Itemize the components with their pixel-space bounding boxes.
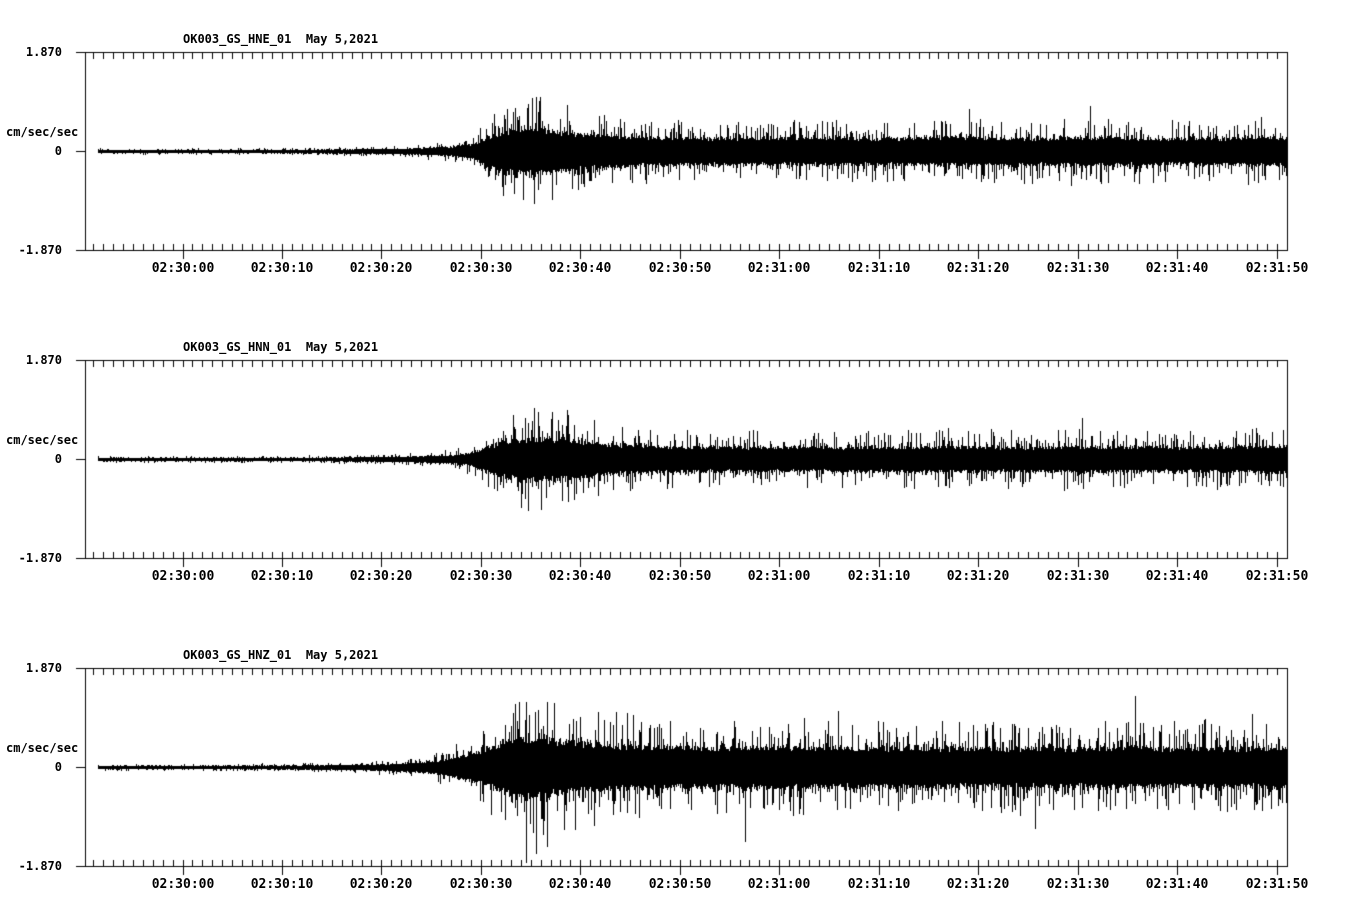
seismogram-plot-hnz <box>0 616 1358 916</box>
x-tick-label: 02:31:10 <box>847 877 911 892</box>
x-tick-label: 02:30:50 <box>648 569 712 584</box>
y-tick-label-max: 1.870 <box>25 45 62 59</box>
x-tick-label: 02:30:30 <box>449 877 513 892</box>
x-tick-label: 02:30:20 <box>349 569 413 584</box>
x-tick-label: 02:30:30 <box>449 569 513 584</box>
y-axis-unit-label: cm/sec/sec <box>6 433 79 447</box>
x-tick-label: 02:30:10 <box>250 877 314 892</box>
x-tick-label: 02:31:40 <box>1145 261 1209 276</box>
seismogram-panel-hne: OK003_GS_HNE_01 May 5,2021 1.870 0 -1.87… <box>0 0 1358 308</box>
y-tick-label-zero: 0 <box>54 144 62 158</box>
x-tick-label: 02:30:00 <box>151 261 215 276</box>
x-axis-labels: 02:30:00 02:30:10 02:30:20 02:30:30 02:30:40… <box>0 0 1358 308</box>
y-axis-unit-label: cm/sec/sec <box>6 125 79 139</box>
y-tick-label-max: 1.870 <box>25 353 62 367</box>
x-tick-label: 02:31:10 <box>847 569 911 584</box>
x-tick-label: 02:30:40 <box>548 877 612 892</box>
seismogram-panel-hnz: OK003_GS_HNZ_01 May 5,2021 1.870 0 -1.87… <box>0 616 1358 924</box>
x-tick-label: 02:31:40 <box>1145 569 1209 584</box>
x-tick-label: 02:30:40 <box>548 569 612 584</box>
x-tick-label: 02:30:10 <box>250 261 314 276</box>
y-tick-label-min: -1.870 <box>18 551 62 565</box>
x-tick-label: 02:30:10 <box>250 569 314 584</box>
x-tick-label: 02:30:00 <box>151 569 215 584</box>
x-tick-label: 02:30:30 <box>449 261 513 276</box>
seismogram-plot-hne <box>0 0 1358 300</box>
y-tick-label-min: -1.870 <box>18 243 62 257</box>
panel-title-hnn: OK003_GS_HNN_01 May 5,2021 <box>183 340 379 354</box>
x-tick-label: 02:30:40 <box>548 261 612 276</box>
x-axis-labels: 02:30:00 02:30:10 02:30:20 02:30:30 02:30:40… <box>0 308 1358 616</box>
x-tick-label: 02:31:00 <box>747 569 811 584</box>
x-tick-label: 02:31:50 <box>1245 877 1309 892</box>
x-tick-label: 02:30:50 <box>648 877 712 892</box>
x-tick-label: 02:31:20 <box>946 569 1010 584</box>
x-axis-labels: 02:30:00 02:30:10 02:30:20 02:30:30 02:30:40… <box>0 616 1358 924</box>
y-axis-unit-label: cm/sec/sec <box>6 741 79 755</box>
y-tick-label-zero: 0 <box>54 452 62 466</box>
x-tick-label: 02:31:40 <box>1145 877 1209 892</box>
x-tick-label: 02:31:20 <box>946 877 1010 892</box>
y-tick-label-max: 1.870 <box>25 661 62 675</box>
x-tick-label: 02:30:20 <box>349 877 413 892</box>
x-tick-label: 02:31:30 <box>1046 261 1110 276</box>
x-tick-label: 02:30:00 <box>151 877 215 892</box>
x-tick-label: 02:30:20 <box>349 261 413 276</box>
y-tick-label-min: -1.870 <box>18 859 62 873</box>
x-tick-label: 02:31:00 <box>747 877 811 892</box>
panel-title-hne: OK003_GS_HNE_01 May 5,2021 <box>183 32 379 46</box>
seismogram-plot-hnn <box>0 308 1358 608</box>
y-tick-label-zero: 0 <box>54 760 62 774</box>
x-tick-label: 02:31:00 <box>747 261 811 276</box>
panel-title-hnz: OK003_GS_HNZ_01 May 5,2021 <box>183 648 379 662</box>
x-tick-label: 02:31:50 <box>1245 261 1309 276</box>
seismogram-panel-hnn: OK003_GS_HNN_01 May 5,2021 1.870 0 -1.87… <box>0 308 1358 616</box>
x-tick-label: 02:31:30 <box>1046 569 1110 584</box>
x-tick-label: 02:30:50 <box>648 261 712 276</box>
x-tick-label: 02:31:20 <box>946 261 1010 276</box>
x-tick-label: 02:31:30 <box>1046 877 1110 892</box>
x-tick-label: 02:31:10 <box>847 261 911 276</box>
x-tick-label: 02:31:50 <box>1245 569 1309 584</box>
